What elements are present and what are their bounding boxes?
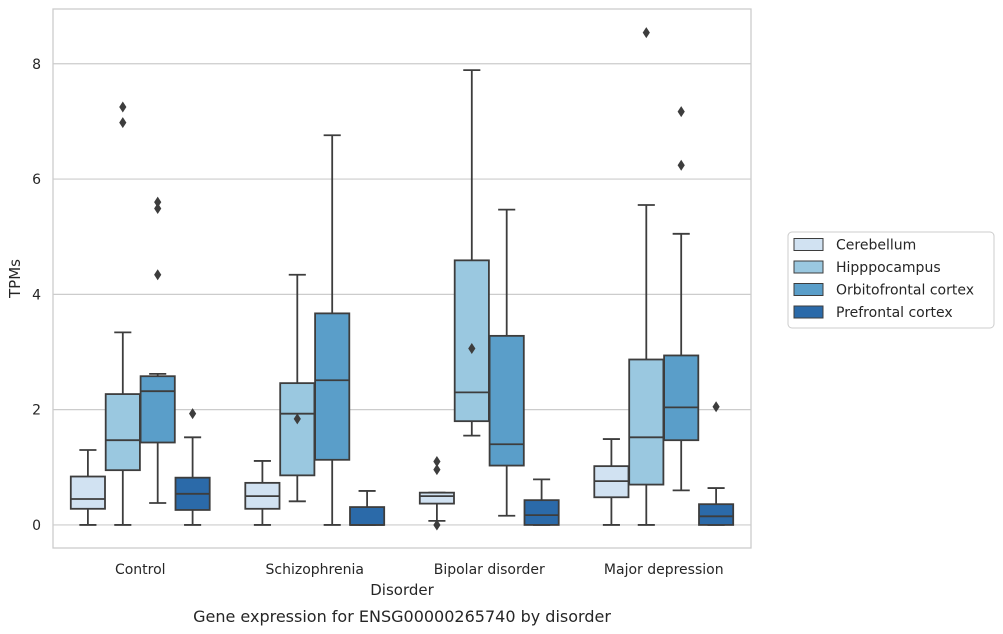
outlier-point <box>189 408 197 420</box>
box-cerebellum <box>593 438 630 526</box>
outlier-point <box>119 101 127 113</box>
box-orbitofrontal-cortex <box>139 196 176 504</box>
box-orbitofrontal-cortex <box>314 134 351 526</box>
x-axis-ticks: Control Schizophrenia Bipolar disorder Majo… <box>115 562 724 578</box>
box-iqr <box>663 354 700 442</box>
box-iqr <box>488 334 525 467</box>
box-iqr <box>698 503 735 526</box>
outlier-point <box>677 159 685 171</box>
box-prefrontal-cortex <box>523 478 560 526</box>
x-tick-label: Bipolar disorder <box>434 562 545 578</box>
box-cerebellum <box>69 449 106 526</box>
box-cerebellum <box>418 456 455 531</box>
y-tick-label: 6 <box>32 172 41 188</box>
outlier-point <box>154 196 162 208</box>
box-iqr <box>139 375 176 444</box>
box-prefrontal-cortex <box>174 408 211 526</box>
plot-frame <box>52 8 752 549</box>
x-tick-label: Schizophrenia <box>266 562 364 578</box>
box-iqr <box>523 499 560 526</box>
outlier-point <box>154 202 162 214</box>
box-iqr <box>314 312 351 461</box>
legend-label: Cerebellum <box>836 238 916 254</box>
box-hipppocampus <box>453 69 490 437</box>
legend-label: Hipppocampus <box>836 260 941 276</box>
outlier-point <box>119 117 127 129</box>
box-iqr <box>279 382 316 477</box>
box-series <box>69 27 735 531</box>
outlier-point <box>468 343 476 355</box>
outlier-point <box>154 269 162 281</box>
x-axis-label: Disorder <box>370 581 434 599</box>
y-tick-label: 2 <box>32 403 41 419</box>
y-tick-label: 0 <box>32 518 41 534</box>
box-iqr <box>628 358 665 486</box>
box-orbitofrontal-cortex <box>663 106 700 492</box>
chart-caption: Gene expression for ENSG00000265740 by d… <box>193 607 611 626</box>
box-iqr <box>418 491 455 505</box>
box-cerebellum <box>244 460 281 526</box>
outlier-point <box>677 106 685 118</box>
legend-swatch <box>793 283 824 296</box>
outlier-point <box>293 413 301 425</box>
box-hipppocampus <box>628 27 665 526</box>
box-hipppocampus <box>279 273 316 503</box>
outlier-point <box>712 401 720 413</box>
y-tick-label: 4 <box>32 287 41 303</box>
legend-swatch <box>793 238 824 251</box>
box-orbitofrontal-cortex <box>488 208 525 517</box>
legend-label: Orbitofrontal cortex <box>836 283 974 299</box>
legend-label: Prefrontal cortex <box>836 305 953 321</box>
legend-swatch <box>793 305 824 319</box>
outlier-point <box>642 27 650 39</box>
box-iqr <box>453 259 490 423</box>
outlier-point <box>433 456 441 468</box>
box-prefrontal-cortex <box>349 490 386 526</box>
box-iqr <box>69 475 106 510</box>
y-tick-label: 8 <box>32 57 41 73</box>
box-iqr <box>349 506 386 526</box>
y-axis-label: TPMs <box>6 259 24 299</box>
legend-swatch <box>793 260 824 274</box>
outlier-point <box>433 519 441 531</box>
x-tick-label: Control <box>115 562 166 578</box>
box-hipppocampus <box>104 101 141 526</box>
box-prefrontal-cortex <box>698 401 735 526</box>
x-tick-label: Major depression <box>604 562 724 578</box>
box-iqr <box>104 393 141 472</box>
y-axis-ticks: 0 2 4 6 8 <box>32 57 41 534</box>
outlier-point <box>433 464 441 476</box>
legend: Cerebellum Hipppocampus Orbitofrontal cort… <box>787 231 995 329</box>
legend-frame <box>787 231 995 329</box>
